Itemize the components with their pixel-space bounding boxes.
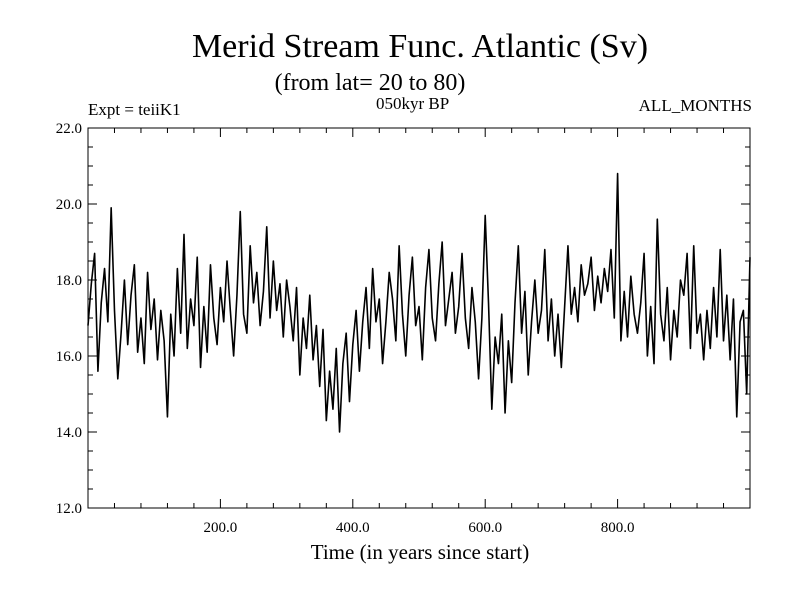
series-line-0 [87,172,751,433]
y-tick-label: 20.0 [56,197,82,213]
x-tick-label: 600.0 [468,520,502,536]
y-tick-label: 14.0 [56,425,82,441]
axis-ticks [88,127,750,509]
x-axis-label: Time (in years since start) [310,540,530,564]
period-label: 050kyr BP [376,94,450,113]
x-tick-label: 200.0 [204,520,238,536]
y-tick-label: 18.0 [56,273,82,289]
chart-subtitle: (from lat= 20 to 80) [274,70,466,96]
months-label: ALL_MONTHS [638,96,752,115]
x-tick-label: 800.0 [601,520,635,536]
axis-tick-labels: 12.0 14.0 16.0 18.0 20.0 22.0 200.0 400.0 600.0 8… [56,121,635,536]
series-layer [87,172,751,433]
x-tick-label: 400.0 [336,520,370,536]
y-tick-label: 22.0 [56,121,82,137]
y-tick-label: 16.0 [56,349,82,365]
chart-title: Merid Stream Func. Atlantic (Sv) [191,28,649,65]
experiment-label: Expt = teiiK1 [88,100,181,119]
y-tick-label: 12.0 [56,501,82,517]
